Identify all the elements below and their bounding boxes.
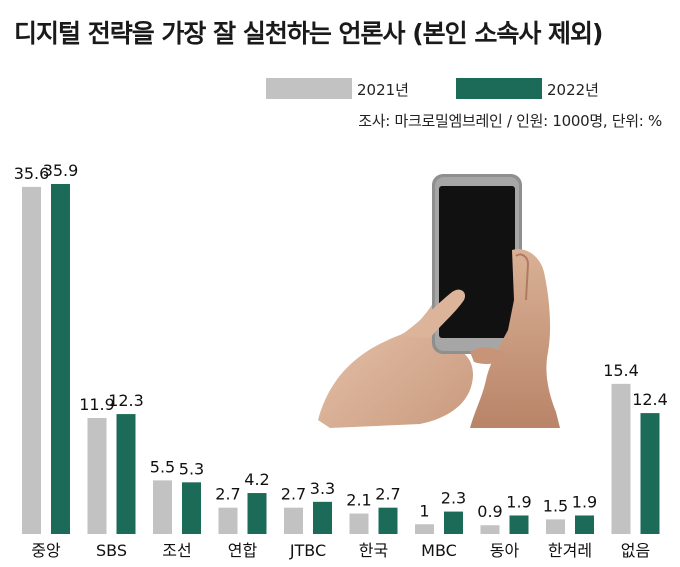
bar-2022-0 bbox=[51, 183, 70, 534]
data-label-2021-2: 5.5 bbox=[150, 457, 175, 476]
bar-2022-3 bbox=[247, 493, 267, 534]
bar-2022-8 bbox=[575, 515, 594, 534]
category-label-9: 없음 bbox=[621, 541, 650, 560]
category-label-2: 조선 bbox=[162, 541, 191, 560]
data-label-2022-8: 1.9 bbox=[572, 492, 597, 511]
data-label-2022-6: 2.3 bbox=[441, 489, 466, 508]
data-label-2022-2: 5.3 bbox=[179, 459, 204, 478]
data-label-2022-5: 2.7 bbox=[375, 485, 400, 504]
category-label-8: 한겨레 bbox=[548, 541, 592, 560]
category-label-6: MBC bbox=[421, 541, 457, 560]
bar-2021-5 bbox=[349, 513, 369, 534]
data-label-2021-6: 1 bbox=[419, 501, 429, 520]
bar-2022-2 bbox=[182, 482, 201, 534]
bar-2021-4 bbox=[284, 507, 303, 534]
category-label-4: JTBC bbox=[289, 541, 326, 560]
survey-note: 조사: 마크로밀엠브레인 / 인원: 1000명, 단위: % bbox=[358, 112, 662, 130]
data-label-2021-9: 15.4 bbox=[603, 361, 639, 380]
bar-2022-6 bbox=[444, 511, 463, 534]
data-label-2021-0: 35.6 bbox=[14, 164, 50, 183]
category-label-0: 중앙 bbox=[31, 541, 61, 560]
data-label-2022-9: 12.4 bbox=[632, 390, 668, 409]
data-label-2022-0: 35.9 bbox=[43, 161, 79, 180]
legend-label-2021: 2021년 bbox=[357, 81, 409, 99]
category-label-5: 한국 bbox=[359, 541, 388, 560]
bar-2021-1 bbox=[87, 417, 107, 534]
bar-2021-2 bbox=[153, 480, 172, 534]
data-label-2021-8: 1.5 bbox=[543, 496, 568, 515]
data-label-2022-3: 4.2 bbox=[244, 470, 269, 489]
data-label-2021-1: 11.9 bbox=[79, 395, 115, 414]
data-label-2021-5: 2.1 bbox=[346, 491, 371, 510]
bar-2022-9 bbox=[640, 413, 660, 534]
bar-2021-0 bbox=[22, 186, 41, 534]
data-label-2022-7: 1.9 bbox=[506, 492, 531, 511]
bar-2021-3 bbox=[218, 507, 238, 534]
data-label-2022-1: 12.3 bbox=[108, 391, 144, 410]
legend-swatch-2021 bbox=[266, 78, 352, 99]
phone-hands-illustration bbox=[318, 174, 560, 428]
data-label-2021-3: 2.7 bbox=[215, 485, 240, 504]
category-label-1: SBS bbox=[96, 541, 127, 560]
category-label-3: 연합 bbox=[228, 541, 258, 560]
data-label-2021-7: 0.9 bbox=[477, 502, 502, 521]
bar-2021-9 bbox=[611, 383, 631, 534]
category-label-7: 동아 bbox=[490, 541, 520, 560]
bar-2022-1 bbox=[116, 414, 136, 534]
legend-label-2022: 2022년 bbox=[547, 81, 599, 99]
chart-title: 디지털 전략을 가장 잘 실천하는 언론사 (본인 소속사 제외) bbox=[14, 19, 603, 48]
bar-2022-7 bbox=[509, 515, 529, 534]
bar-2022-5 bbox=[378, 507, 398, 534]
legend-swatch-2022 bbox=[456, 78, 542, 99]
bar-2021-6 bbox=[415, 524, 434, 534]
bar-2021-7 bbox=[480, 525, 500, 534]
data-label-2021-4: 2.7 bbox=[281, 485, 306, 504]
data-label-2022-4: 3.3 bbox=[310, 479, 335, 498]
bar-2022-4 bbox=[313, 501, 332, 534]
bar-2021-8 bbox=[546, 519, 565, 534]
